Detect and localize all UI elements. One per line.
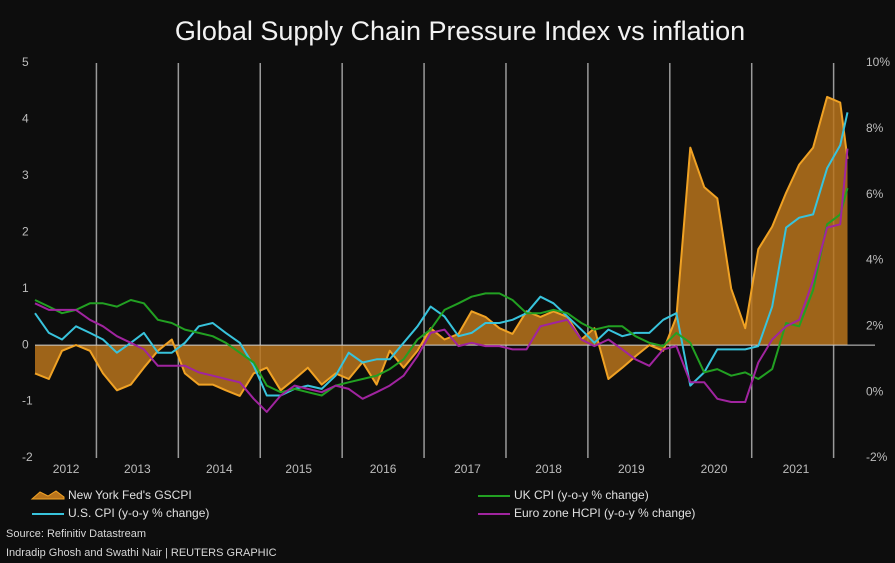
y2-tick-label: -2% <box>866 450 888 464</box>
legend-swatch <box>30 490 65 500</box>
x-tick-label: 2013 <box>124 462 151 476</box>
chart-title: Global Supply Chain Pressure Index vs in… <box>175 16 745 46</box>
x-tick-label: 2014 <box>206 462 233 476</box>
x-tick-label: 2012 <box>53 462 80 476</box>
y-tick-label: -1 <box>22 394 33 408</box>
area <box>35 96 848 396</box>
x-tick-label: 2019 <box>618 462 645 476</box>
x-tick-label: 2015 <box>285 462 312 476</box>
y-tick-label: 5 <box>22 55 29 69</box>
source: Source: Refinitiv Datastream <box>6 528 146 540</box>
legend-label: Euro zone HCPI (y-o-y % change) <box>514 506 695 520</box>
x-tick-label: 2016 <box>370 462 397 476</box>
y-tick-label: 1 <box>22 281 29 295</box>
y-tick-label: 2 <box>22 224 29 238</box>
legend-label: U.S. CPI (y-o-y % change) <box>68 506 209 520</box>
line <box>34 148 849 413</box>
y-tick-label: 0 <box>22 337 29 351</box>
credit: Indradip Ghosh and Swathi Nair | REUTERS… <box>6 547 277 559</box>
line <box>34 112 849 397</box>
y-tick-label: 3 <box>22 168 29 182</box>
line <box>34 187 849 397</box>
line <box>34 95 849 397</box>
y-tick-label: 4 <box>22 112 29 126</box>
x-tick-label: 2020 <box>701 462 728 476</box>
y2-tick-label: 2% <box>866 319 884 333</box>
x-tick-label: 2021 <box>783 462 810 476</box>
y-tick-label: -2 <box>22 450 33 464</box>
y2-tick-label: 0% <box>866 384 884 398</box>
legend-label: UK CPI (y-o-y % change) <box>514 488 649 502</box>
y2-tick-label: 4% <box>866 253 884 267</box>
y2-tick-label: 8% <box>866 121 884 135</box>
legend-label: New York Fed's GSCPI <box>68 488 192 502</box>
x-tick-label: 2017 <box>454 462 481 476</box>
y2-tick-label: 6% <box>866 187 884 201</box>
x-tick-label: 2018 <box>535 462 562 476</box>
y2-tick-label: 10% <box>866 55 890 69</box>
